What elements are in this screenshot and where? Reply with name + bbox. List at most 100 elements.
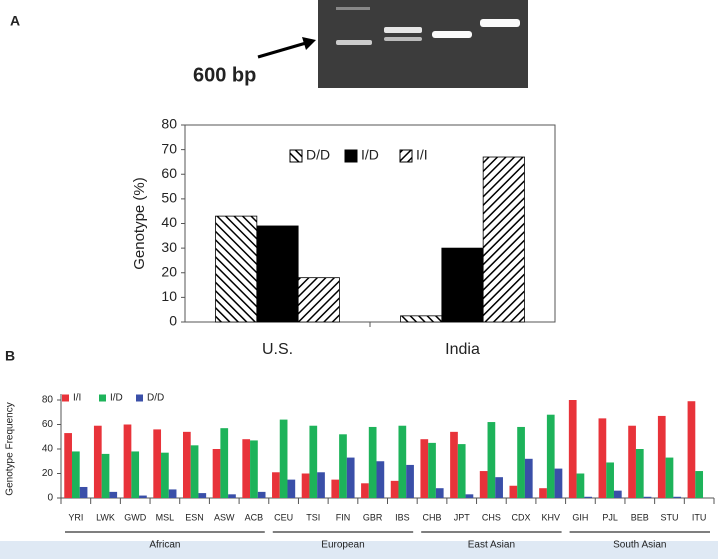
y-tick-label: 30 [161, 239, 177, 255]
legend-label: D/D [306, 147, 330, 163]
x-tick-label: ITU [692, 512, 707, 522]
bar [584, 496, 593, 498]
x-tick-label: ESN [185, 512, 204, 522]
bar [93, 425, 102, 498]
y-tick-label: 50 [161, 190, 177, 206]
bar [190, 445, 199, 498]
bar [198, 493, 207, 498]
bar [242, 439, 251, 498]
legend-swatch [62, 394, 69, 402]
y-axis-title: Genotype (%) [131, 177, 148, 270]
bar [457, 444, 466, 498]
bar [331, 479, 340, 498]
bar [182, 431, 191, 498]
bar [479, 471, 488, 498]
gel-band [336, 40, 372, 45]
x-tick-label: YRI [68, 512, 83, 522]
panel-label: A [10, 13, 20, 29]
x-tick-label: CDX [512, 512, 531, 522]
bar [153, 429, 162, 498]
bar [279, 419, 288, 498]
gel-band [480, 19, 520, 27]
y-tick-label: 0 [169, 313, 177, 329]
bar [256, 225, 299, 323]
group-label: European [321, 540, 364, 551]
bar [71, 451, 80, 498]
y-tick-label: 20 [161, 263, 177, 279]
bar [287, 479, 296, 498]
bar [613, 490, 622, 498]
legend-swatch [289, 149, 303, 163]
x-tick-label: MSL [156, 512, 175, 522]
x-tick-label: CEU [274, 512, 293, 522]
arrow-head [302, 37, 316, 50]
bar [495, 477, 503, 498]
bar [131, 451, 140, 498]
bar [228, 494, 236, 498]
bar [441, 247, 484, 323]
bar [606, 462, 614, 498]
bar [101, 453, 110, 498]
bar [398, 425, 407, 498]
bar [568, 400, 577, 498]
bar [64, 433, 72, 498]
bar [361, 483, 369, 498]
bar [212, 449, 221, 498]
bar [109, 491, 118, 498]
bar [509, 485, 518, 498]
y-axis-title: Genotype Frequency [5, 402, 16, 495]
bar [643, 496, 652, 498]
bar [317, 472, 325, 498]
bar [524, 458, 533, 498]
y-tick-label: 10 [161, 288, 177, 304]
bar [635, 449, 644, 498]
x-tick-label: BEB [631, 512, 649, 522]
x-tick-label: PJL [602, 512, 618, 522]
x-tick-label: LWK [96, 512, 115, 522]
bar [79, 486, 88, 498]
x-tick-label: STU [660, 512, 678, 522]
bar [687, 401, 696, 498]
y-tick-label: 0 [47, 493, 53, 504]
bar [598, 418, 607, 498]
bar [123, 424, 132, 498]
bar [487, 422, 496, 498]
bar [435, 488, 444, 498]
legend-label: I/I [73, 393, 81, 404]
marker-label: 600 bp [193, 64, 256, 86]
x-tick-label: CHB [423, 512, 442, 522]
gel-band [384, 27, 422, 33]
x-tick-label: GIH [572, 512, 588, 522]
bar [400, 315, 443, 323]
bar [465, 494, 474, 498]
legend-label: I/D [361, 147, 379, 163]
y-tick-label: 40 [161, 214, 177, 230]
bar [546, 414, 555, 498]
gel-band [336, 7, 370, 10]
legend-swatch [399, 149, 413, 163]
bar [250, 440, 258, 498]
panel-label: B [5, 348, 15, 364]
bar [576, 473, 585, 498]
y-tick-label: 70 [161, 140, 177, 156]
legend-label: D/D [147, 393, 164, 404]
legend-label: I/I [416, 147, 428, 163]
bar [657, 415, 666, 498]
x-tick-label: GWD [124, 512, 146, 522]
bar [406, 464, 414, 498]
bar [257, 491, 266, 498]
x-tick-label: ACB [245, 512, 264, 522]
bar [673, 496, 682, 498]
bar [450, 431, 458, 498]
bar [628, 425, 636, 498]
group-label: East Asian [468, 540, 515, 551]
legend-label: I/D [110, 393, 123, 404]
x-tick-label: TSI [306, 512, 320, 522]
bar [272, 472, 280, 498]
legend-swatch [99, 394, 106, 402]
x-tick-label: GBR [363, 512, 383, 522]
bar [428, 442, 436, 498]
bar [554, 468, 563, 498]
x-tick-label: U.S. [262, 341, 293, 358]
